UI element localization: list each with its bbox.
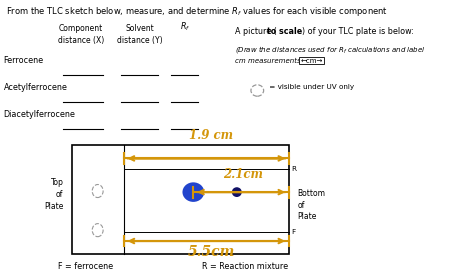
Text: 5.5cm: 5.5cm xyxy=(187,245,235,259)
Text: ) of your TLC plate is below:: ) of your TLC plate is below: xyxy=(301,27,413,36)
Text: cm measurements used:: cm measurements used: xyxy=(235,58,322,64)
Text: Diacetylferrocene: Diacetylferrocene xyxy=(4,110,75,119)
Ellipse shape xyxy=(182,182,204,202)
Text: = visible under UV only: = visible under UV only xyxy=(267,84,355,90)
Text: (Draw the distances used for $R_f$ calculations and label: (Draw the distances used for $R_f$ calcu… xyxy=(235,43,425,54)
Text: From the TLC sketch below, measure, and determine $R_f$ values for each visible : From the TLC sketch below, measure, and … xyxy=(6,6,388,18)
Text: Top
of
Plate: Top of Plate xyxy=(44,178,64,211)
Text: R = Reaction mixture: R = Reaction mixture xyxy=(202,262,288,271)
Ellipse shape xyxy=(232,187,242,197)
Text: R: R xyxy=(291,166,296,172)
Text: Acetylferrocene: Acetylferrocene xyxy=(4,83,67,92)
Bar xyxy=(72,145,289,254)
Text: Bottom
of
Plate: Bottom of Plate xyxy=(297,189,325,221)
Text: ←cm→: ←cm→ xyxy=(301,58,323,64)
Text: to scale: to scale xyxy=(267,27,302,36)
Text: $R_f$: $R_f$ xyxy=(180,21,190,34)
Text: Component
distance (X): Component distance (X) xyxy=(57,24,104,45)
Text: Solvent
distance (Y): Solvent distance (Y) xyxy=(117,24,162,45)
Text: 2.1cm: 2.1cm xyxy=(223,168,263,181)
Text: F: F xyxy=(291,229,295,235)
Text: 1.9 cm: 1.9 cm xyxy=(189,129,233,142)
Text: Ferrocene: Ferrocene xyxy=(4,56,44,65)
Text: A picture (: A picture ( xyxy=(235,27,276,36)
Text: F = ferrocene: F = ferrocene xyxy=(58,262,113,271)
